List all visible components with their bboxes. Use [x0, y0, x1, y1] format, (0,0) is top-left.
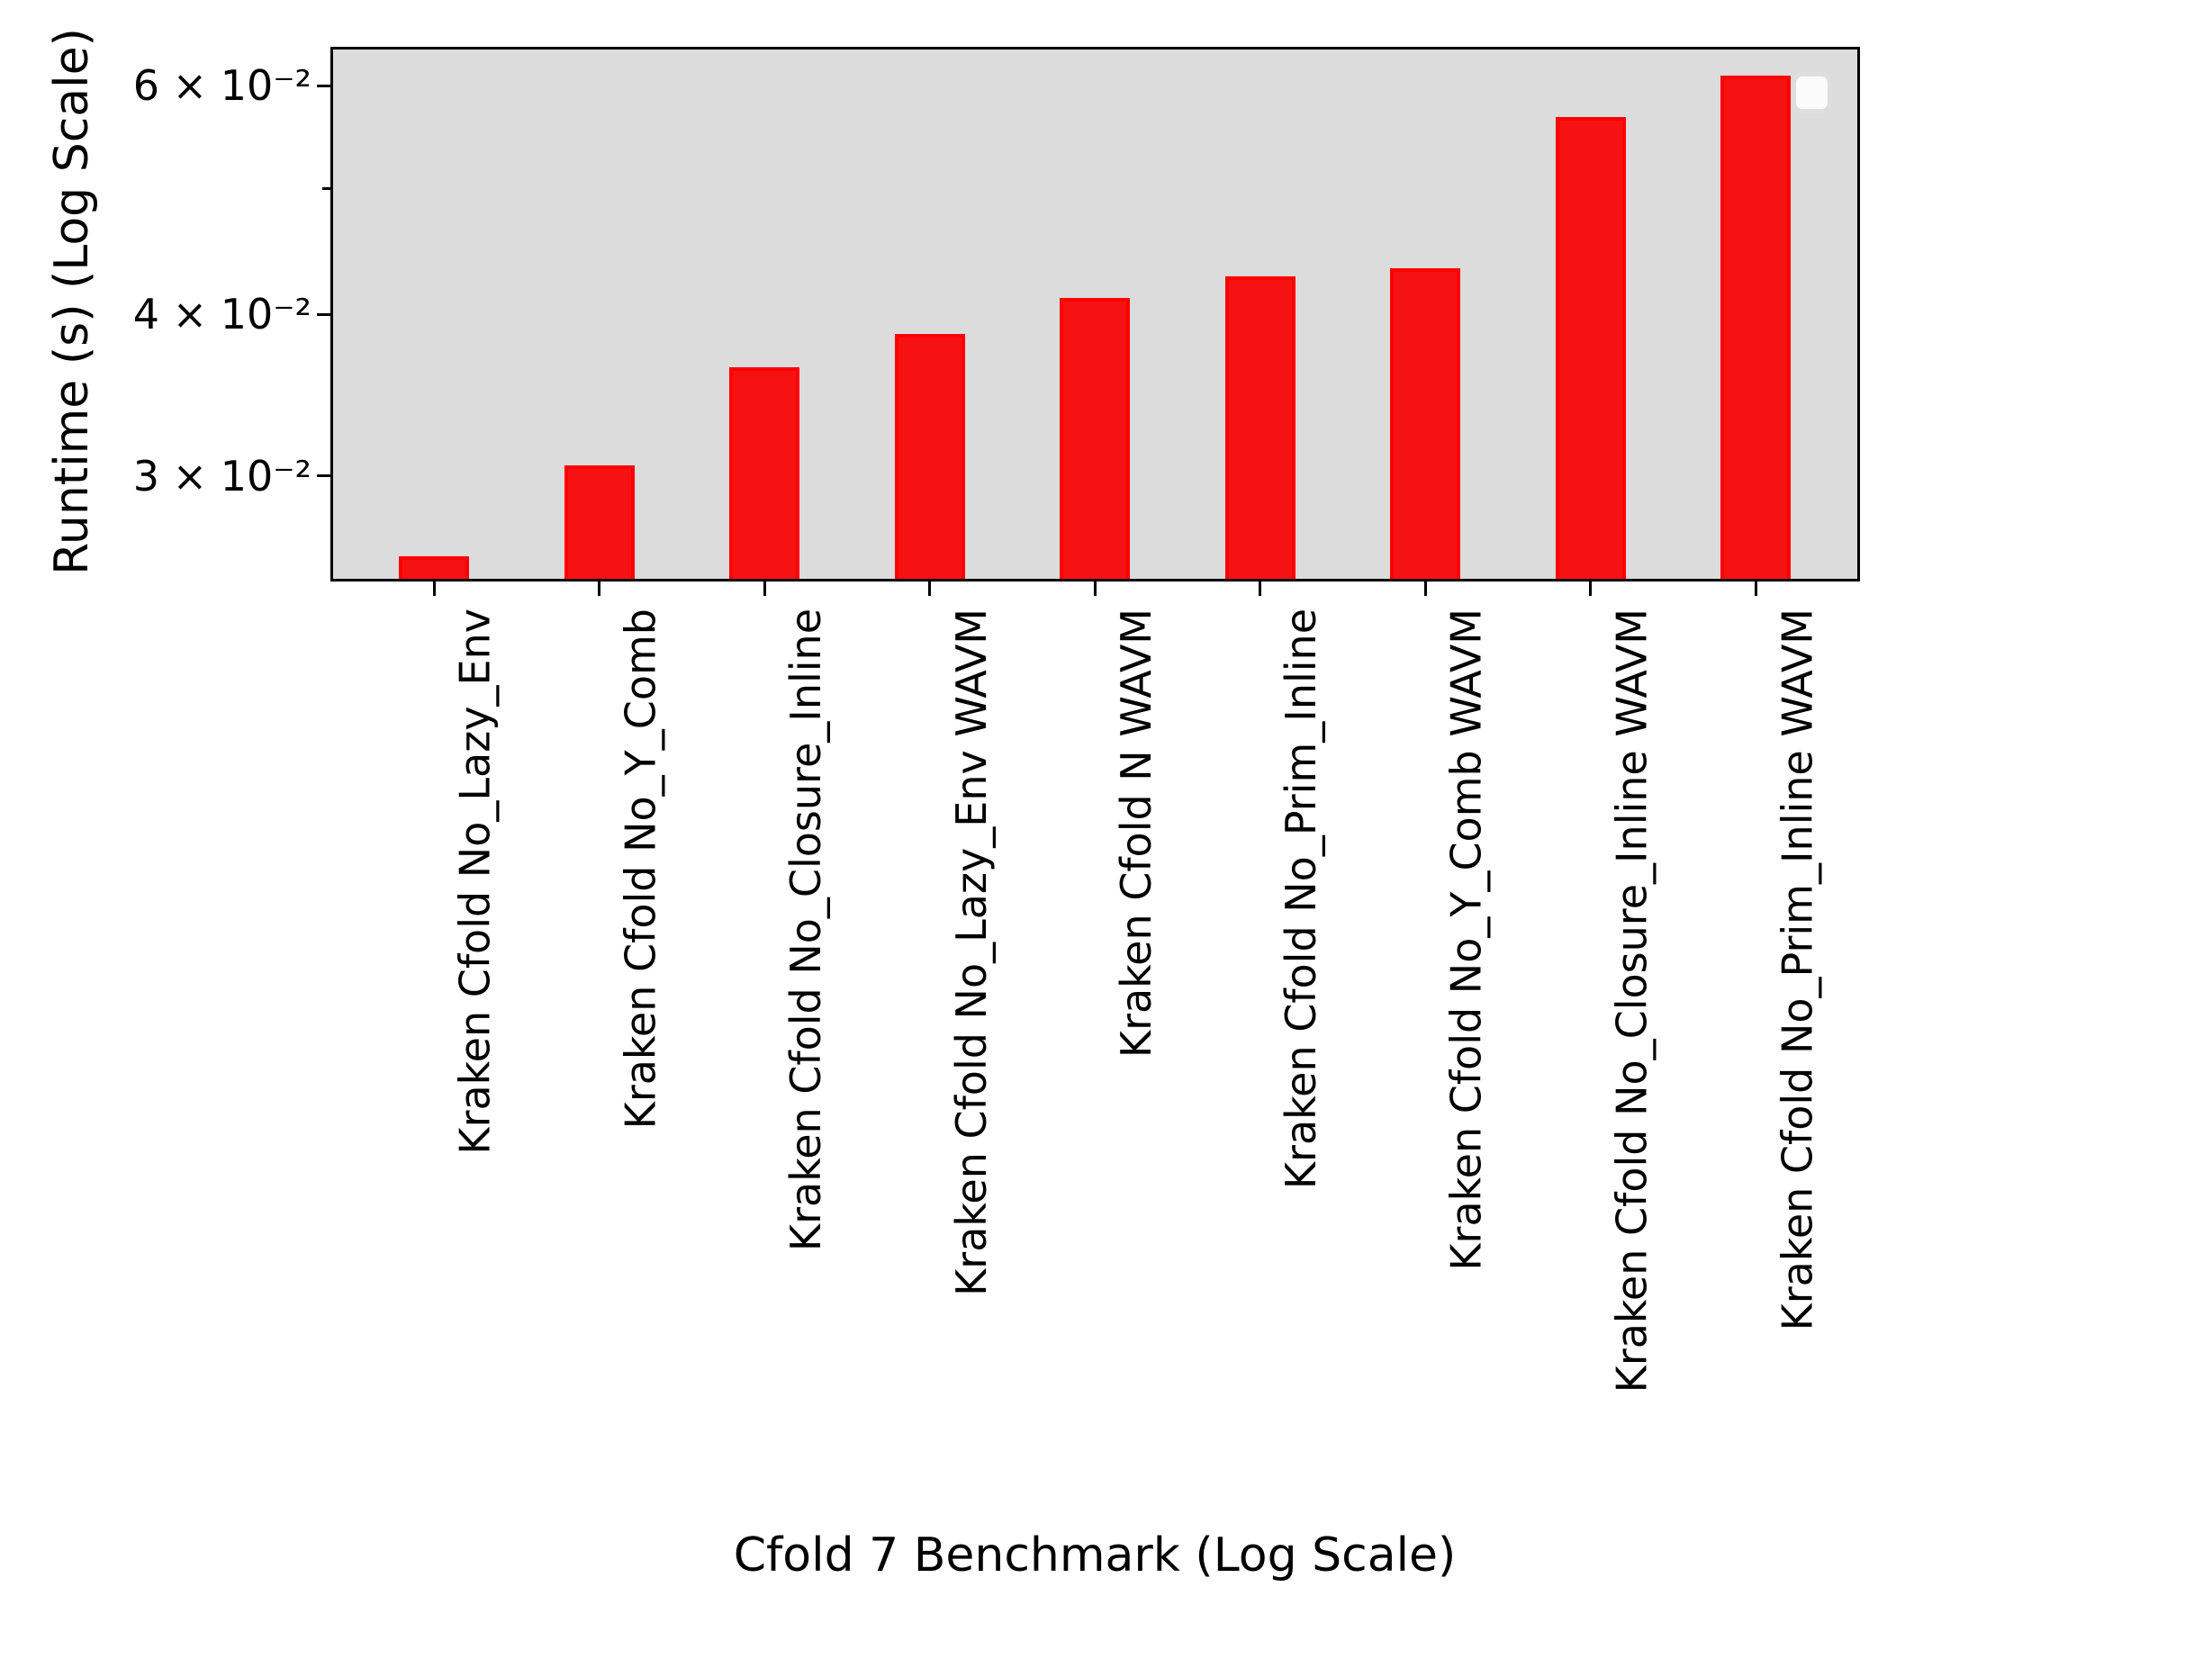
bar-2	[564, 464, 635, 579]
plot-area	[330, 47, 1860, 582]
bar-9	[1720, 76, 1791, 579]
bar-5	[1060, 297, 1130, 579]
bar-8	[1555, 116, 1626, 579]
y-tick-minor	[322, 186, 331, 190]
x-tick	[763, 582, 766, 596]
y-tick-label: 3 × 10⁻²	[132, 451, 311, 500]
x-tick-label: Kraken Cfold No_Lazy_Env WAVM	[946, 609, 996, 1296]
x-tick	[1093, 582, 1097, 596]
x-tick-label: Kraken Cfold No_Closure_Inline WAVM	[1607, 609, 1657, 1393]
x-tick	[1259, 582, 1261, 596]
y-tick-major	[317, 84, 331, 87]
y-tick-major	[317, 312, 331, 316]
x-tick-label: Kraken Cfold No_Y_Comb WAVM	[1442, 609, 1491, 1271]
bar-1	[399, 556, 469, 579]
x-tick	[1754, 582, 1757, 596]
x-tick	[1589, 582, 1592, 596]
bars-layer	[333, 50, 1857, 579]
x-tick	[598, 582, 600, 596]
bar-3	[729, 366, 799, 579]
x-tick	[432, 582, 436, 596]
x-tick	[1423, 582, 1427, 596]
y-tick-label: 4 × 10⁻²	[132, 290, 311, 338]
bar-4	[894, 334, 965, 579]
x-tick-label: Kraken Cfold No_Closure_Inline	[781, 609, 830, 1252]
x-tick-label: Kraken Cfold No_Prim_Inline WAVM	[1773, 609, 1821, 1331]
x-tick-label: Kraken Cfold No_Prim_Inline	[1277, 609, 1326, 1190]
x-tick-label: Kraken Cfold No_Lazy_Env	[451, 609, 500, 1155]
bar-6	[1224, 275, 1296, 579]
x-axis-title: Cfold 7 Benchmark (Log Scale)	[733, 1528, 1457, 1582]
y-tick-major	[317, 474, 331, 478]
bar-7	[1390, 267, 1460, 579]
x-tick	[928, 582, 931, 596]
legend-box	[1792, 72, 1832, 113]
x-tick-label: Kraken Cfold No_Y_Comb	[616, 609, 665, 1130]
x-tick-label: Kraken Cfold N WAVM	[1112, 609, 1160, 1059]
y-axis-title: Runtime (s) (Log Scale)	[45, 28, 99, 575]
y-tick-label: 6 × 10⁻²	[132, 61, 311, 111]
